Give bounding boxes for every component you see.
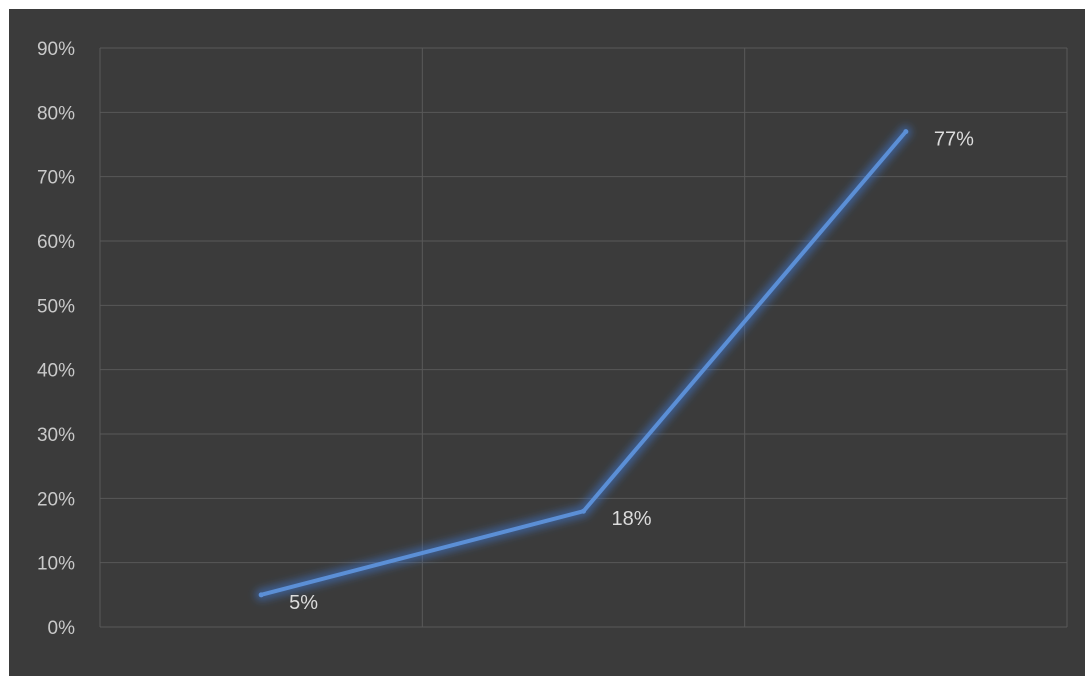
data-point: [903, 129, 909, 135]
data-labels: 5% 18% 77%: [289, 129, 974, 614]
y-axis: 0% 10% 20% 30% 40% 50% 60% 70% 80% 90%: [37, 39, 75, 639]
data-point: [581, 508, 586, 514]
series-line-glow: [255, 125, 912, 601]
series-layer: [255, 125, 912, 601]
y-tick-label: 30%: [37, 425, 75, 446]
chart-area: 0% 10% 20% 30% 40% 50% 60% 70% 80% 90% 5% 18% 77%: [9, 9, 1085, 676]
y-tick-label: 70%: [37, 168, 75, 189]
series-line: [259, 129, 908, 597]
line-chart: 0% 10% 20% 30% 40% 50% 60% 70% 80% 90% 5% 18% 77%: [37, 39, 1068, 639]
data-label: 77%: [934, 129, 974, 151]
data-point: [258, 592, 264, 598]
data-label: 18%: [612, 508, 652, 530]
y-tick-label: 50%: [37, 296, 75, 317]
y-tick-label: 90%: [37, 39, 75, 60]
y-tick-label: 60%: [37, 232, 75, 253]
grid-lines: [99, 47, 1068, 628]
data-label: 5%: [289, 592, 318, 614]
y-tick-label: 20%: [37, 489, 75, 510]
y-tick-label: 10%: [37, 554, 75, 575]
y-tick-label: 40%: [37, 361, 75, 382]
y-tick-label: 80%: [37, 103, 75, 124]
y-tick-label: 0%: [48, 618, 76, 639]
